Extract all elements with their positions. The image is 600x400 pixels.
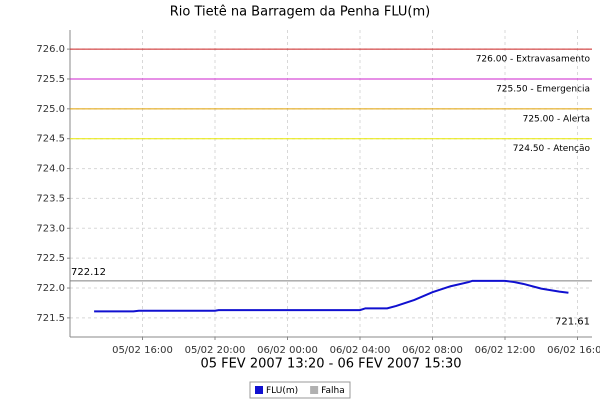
legend-swatch: [310, 386, 319, 394]
x-tick-label: 06/02 16:00: [547, 345, 600, 356]
max-label: 722.12: [71, 267, 106, 278]
y-tick-label: 725.0: [36, 104, 65, 115]
min-label: 721.61: [555, 316, 590, 327]
chart-title: Rio Tietê na Barragem da Penha FLU(m): [170, 5, 431, 20]
y-tick-label: 722.0: [36, 283, 65, 294]
x-tick-label: 05/02 20:00: [185, 345, 246, 356]
y-tick-label: 723.0: [36, 223, 65, 234]
x-tick-label: 06/02 00:00: [257, 345, 318, 356]
x-axis-label: 05 FEV 2007 13:20 - 06 FEV 2007 15:30: [200, 357, 461, 372]
y-tick-label: 724.5: [36, 134, 65, 145]
threshold-label: 725.50 - Emergencia: [496, 84, 590, 94]
x-tick-label: 06/02 08:00: [402, 345, 463, 356]
threshold-label: 726.00 - Extravasamento: [476, 55, 591, 65]
y-tick-label: 726.0: [36, 44, 65, 55]
legend-label: FLU(m): [266, 386, 298, 396]
y-tick-label: 721.5: [36, 313, 65, 324]
series-line: [94, 279, 569, 313]
legend-label: Falha: [321, 386, 345, 396]
y-tick-label: 723.5: [36, 193, 65, 204]
x-tick-label: 06/02 12:00: [475, 345, 536, 356]
legend-swatch: [255, 386, 263, 394]
y-tick-label: 724.0: [36, 164, 65, 175]
threshold-label: 724.50 - Atenção: [513, 144, 591, 154]
y-tick-label: 722.5: [36, 253, 65, 264]
threshold-label: 725.00 - Alerta: [523, 114, 590, 124]
y-tick-label: 725.5: [36, 74, 65, 85]
x-tick-label: 06/02 04:00: [330, 345, 391, 356]
legend-box: [249, 381, 351, 399]
x-tick-label: 05/02 16:00: [112, 345, 173, 356]
